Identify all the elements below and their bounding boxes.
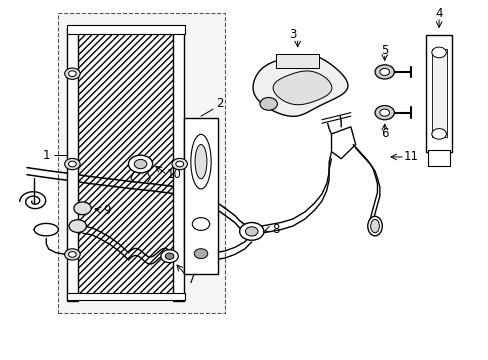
Circle shape (172, 158, 187, 170)
Circle shape (69, 220, 86, 233)
Text: 10: 10 (166, 168, 182, 181)
Text: 6: 6 (380, 127, 387, 140)
Bar (275, 54, 319, 68)
Circle shape (431, 129, 446, 139)
Circle shape (74, 202, 91, 215)
Bar (58, 13, 224, 313)
Circle shape (68, 161, 76, 167)
Circle shape (64, 249, 80, 260)
Bar (427, 150, 449, 166)
Polygon shape (253, 55, 347, 116)
Circle shape (64, 68, 80, 79)
Bar (67, 28, 78, 301)
Bar (67, 293, 184, 300)
Bar (183, 118, 218, 274)
Polygon shape (273, 71, 331, 105)
Circle shape (431, 47, 446, 58)
Circle shape (165, 253, 174, 260)
Circle shape (176, 161, 183, 167)
Text: 7: 7 (187, 273, 195, 286)
Bar (431, 49, 446, 138)
Circle shape (134, 159, 146, 168)
Circle shape (68, 252, 76, 257)
Circle shape (374, 65, 393, 79)
Text: 4: 4 (434, 7, 442, 20)
Ellipse shape (195, 144, 206, 179)
Circle shape (379, 68, 389, 76)
Bar (73, 31, 179, 297)
Text: 5: 5 (380, 44, 387, 57)
Text: 3: 3 (288, 28, 296, 41)
Circle shape (128, 155, 152, 173)
Text: 9: 9 (103, 204, 110, 217)
Bar (173, 28, 183, 301)
Ellipse shape (190, 134, 211, 189)
Text: 2: 2 (216, 97, 224, 110)
Circle shape (68, 71, 76, 77)
Text: 11: 11 (403, 150, 418, 163)
Text: 8: 8 (272, 223, 279, 236)
Ellipse shape (370, 219, 379, 233)
Circle shape (192, 218, 209, 230)
Circle shape (260, 98, 277, 110)
Ellipse shape (367, 216, 382, 236)
Circle shape (239, 222, 264, 240)
Text: 1: 1 (42, 149, 50, 162)
Circle shape (379, 109, 389, 116)
Circle shape (161, 250, 178, 262)
Circle shape (194, 249, 207, 258)
Circle shape (64, 158, 80, 170)
Circle shape (374, 105, 393, 120)
Circle shape (245, 227, 258, 236)
Bar (67, 25, 184, 34)
Bar (425, 35, 451, 152)
